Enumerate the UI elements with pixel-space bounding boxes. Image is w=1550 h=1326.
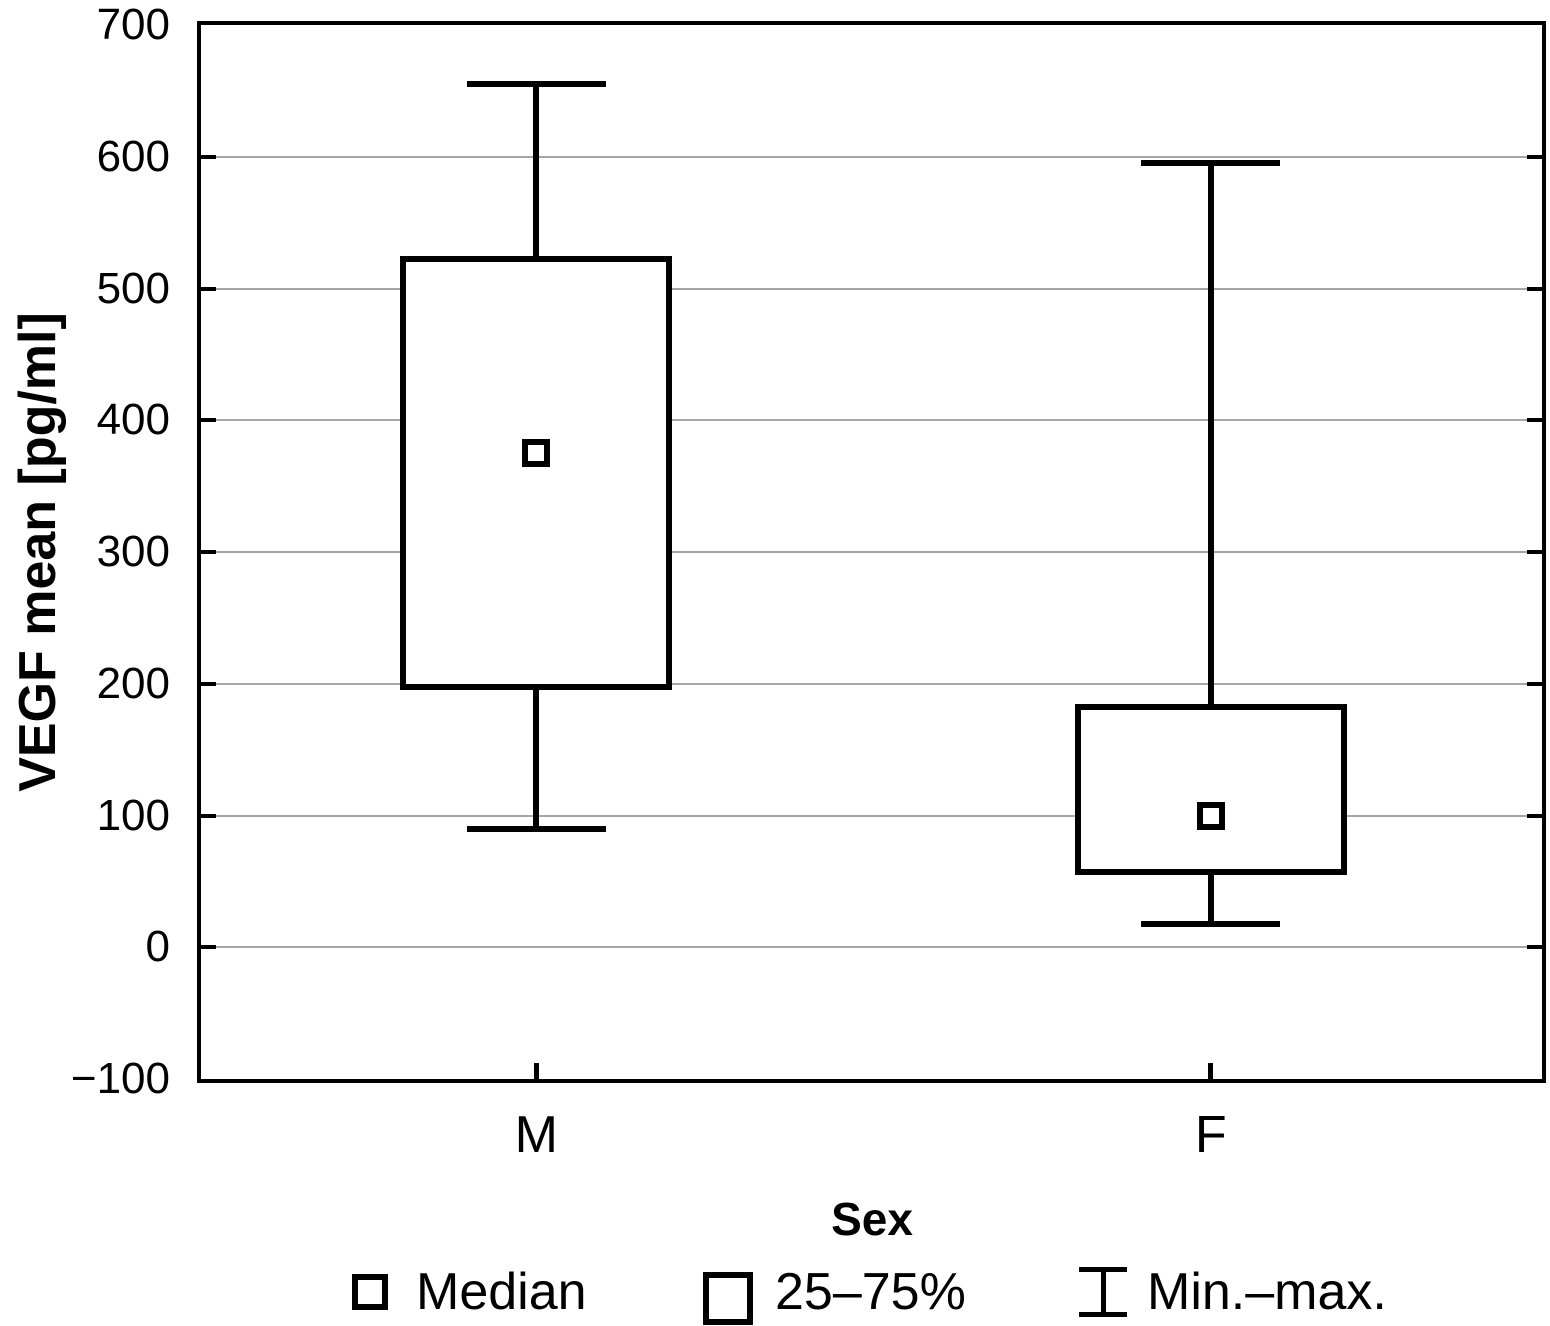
- gridline-500: [201, 287, 1542, 290]
- gridline-400: [201, 419, 1542, 422]
- y-tick-right-500: [1527, 286, 1542, 291]
- series-f-median-marker: [1196, 801, 1225, 830]
- y-tick-left-500: [201, 286, 216, 291]
- gridline-0: [201, 946, 1542, 949]
- y-tick-right-200: [1527, 681, 1542, 686]
- y-tick-label-500: 500: [96, 263, 170, 313]
- gridline-600: [201, 155, 1542, 158]
- legend-median-marker-icon: [352, 1274, 388, 1310]
- x-category-label-f: F: [1194, 1106, 1227, 1164]
- plot-area: [197, 21, 1546, 1083]
- series-f-x-tick: [1208, 1063, 1214, 1079]
- series-f-iqr-box: [1074, 703, 1347, 875]
- series-f-lower-whisker: [1207, 874, 1214, 924]
- whisker-stem-icon: [1100, 1267, 1106, 1317]
- legend-minmax-whisker-icon: [1079, 1267, 1127, 1317]
- gridline-300: [201, 551, 1542, 553]
- y-tick-left-600: [201, 154, 216, 159]
- y-tick-label-200: 200: [96, 658, 170, 708]
- x-category-label-m: M: [514, 1106, 558, 1164]
- y-tick-left-200: [201, 681, 216, 686]
- y-tick-left-100: [201, 813, 216, 818]
- series-f-max-cap: [1141, 160, 1281, 167]
- x-axis-title: Sex: [831, 1193, 913, 1245]
- legend-iqr-label: 25–75%: [775, 1263, 966, 1321]
- y-tick-label-400: 400: [96, 395, 170, 445]
- y-tick-right-600: [1527, 154, 1542, 159]
- y-tick-left-0: [201, 945, 216, 950]
- y-tick-label--100: −100: [70, 1054, 170, 1103]
- y-tick-label-0: 0: [145, 922, 170, 972]
- series-m-min-cap: [466, 825, 606, 832]
- y-tick-label-600: 600: [96, 131, 170, 181]
- legend-median-label: Median: [416, 1263, 587, 1321]
- series-f-upper-whisker: [1207, 163, 1214, 704]
- series-m-lower-whisker: [533, 690, 540, 829]
- series-m-x-tick: [533, 1063, 539, 1079]
- series-m-median-marker: [522, 439, 551, 468]
- series-f-min-cap: [1141, 920, 1281, 927]
- y-tick-right-300: [1527, 550, 1542, 554]
- legend-iqr-box-icon: [703, 1272, 753, 1325]
- legend-minmax-label: Min.–max.: [1147, 1263, 1387, 1321]
- gridline-200: [201, 682, 1542, 685]
- y-tick-right-100: [1527, 813, 1542, 818]
- y-tick-left-400: [201, 418, 216, 423]
- y-tick-label-100: 100: [96, 790, 170, 840]
- y-tick-label-300: 300: [96, 527, 170, 576]
- y-tick-label-700: 700: [96, 0, 170, 49]
- y-tick-right-400: [1527, 418, 1542, 423]
- y-tick-left-300: [201, 550, 216, 554]
- series-m-iqr-box: [400, 255, 673, 691]
- whisker-bottom-cap-icon: [1079, 1312, 1127, 1317]
- series-m-max-cap: [466, 81, 606, 88]
- series-m-upper-whisker: [533, 84, 540, 256]
- y-tick-right-0: [1527, 945, 1542, 950]
- gridline-100: [201, 814, 1542, 817]
